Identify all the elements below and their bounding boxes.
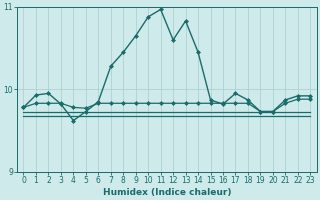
X-axis label: Humidex (Indice chaleur): Humidex (Indice chaleur) xyxy=(103,188,231,197)
